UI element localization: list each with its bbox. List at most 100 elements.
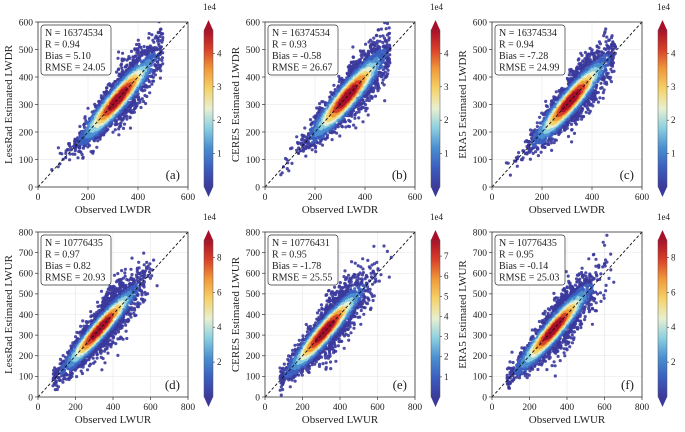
one-to-one-line	[264, 21, 416, 188]
colorbar-tick-label: 2	[217, 357, 222, 367]
panel-b: 0 200 400 600 0 100 200 300 400 500 600 Observed LW…	[230, 2, 449, 216]
x-tick-label: 200	[522, 403, 537, 413]
x-tick-label: 800	[181, 403, 196, 413]
panel-d: 0 200 400 600 800 0 100 200 300 400 500 600 700 800 Ob…	[3, 212, 222, 426]
colorbar-tick-label: 8	[671, 252, 676, 262]
colorbar-tick-label: 2	[671, 115, 676, 125]
colorbar-tick-label: 2	[217, 115, 222, 125]
x-axis-label: Observed LWUR	[75, 414, 152, 426]
x-tick-label: 600	[597, 403, 612, 413]
x-tick-label: 600	[635, 193, 650, 203]
one-to-one-line	[491, 231, 643, 398]
colorbar-tick-label: 1	[217, 149, 222, 159]
y-axis-label: CERES Estimated LWUR	[230, 256, 242, 372]
colorbar-tick-label: 3	[671, 82, 676, 92]
stat-r: R = 0.97	[45, 250, 80, 261]
x-tick-label: 400	[560, 403, 575, 413]
stat-rmse: RMSE = 20.93	[45, 273, 105, 284]
x-tick-label: 0	[36, 403, 41, 413]
y-tick-label: 600	[246, 270, 261, 280]
y-tick-label: 400	[19, 311, 34, 321]
y-tick-label: 300	[473, 101, 488, 111]
panel-label: (a)	[166, 167, 180, 182]
colorbar-tick-label: 4	[444, 48, 449, 58]
y-tick-label: 100	[473, 156, 488, 166]
x-tick-label: 800	[408, 403, 423, 413]
stat-rmse: RMSE = 24.05	[45, 63, 105, 74]
y-tick-label: 100	[19, 156, 34, 166]
colorbar-tick-label: 1	[444, 372, 449, 382]
panel-c: 0 200 400 600 0 100 200 300 400 500 600 Observed LW…	[457, 2, 676, 216]
y-tick-label: 500	[473, 290, 488, 300]
panel-label: (f)	[621, 377, 634, 392]
x-tick-label: 0	[263, 193, 268, 203]
y-tick-label: 0	[255, 183, 260, 193]
y-tick-label: 200	[19, 352, 34, 362]
x-tick-label: 400	[131, 193, 146, 203]
colorbar-tick-label: 6	[444, 271, 449, 281]
x-tick-label: 200	[535, 193, 550, 203]
x-tick-label: 200	[295, 403, 310, 413]
y-tick-label: 200	[473, 352, 488, 362]
panel-e: 0 200 400 600 800 0 100 200 300 400 500 600 700 800 Ob…	[230, 212, 449, 426]
stat-bias: Bias = -7.28	[499, 51, 548, 62]
colorbar-tick-label: 2	[671, 357, 676, 367]
y-tick-label: 600	[19, 270, 34, 280]
colorbar-tick-label: 2	[444, 352, 449, 362]
stat-bias: Bias = -0.58	[272, 51, 321, 62]
colorbar: 2 4 6 8 1e4	[657, 212, 676, 407]
colorbar-tick-label: 4	[671, 48, 676, 58]
stat-rmse: RMSE = 24.99	[499, 63, 559, 74]
stat-bias: Bias = -0.14	[499, 261, 548, 272]
density-scatter	[279, 22, 392, 177]
x-tick-label: 800	[635, 403, 650, 413]
density-scatter	[278, 244, 393, 397]
y-tick-label: 100	[246, 156, 261, 166]
y-tick-label: 300	[19, 101, 34, 111]
x-tick-label: 0	[36, 193, 41, 203]
stat-bias: Bias = -1.78	[272, 261, 321, 272]
y-tick-label: 600	[246, 18, 261, 28]
y-tick-label: 300	[246, 331, 261, 341]
colorbar-exponent: 1e4	[203, 212, 216, 222]
colorbar-exponent: 1e4	[657, 2, 670, 12]
y-tick-label: 200	[246, 352, 261, 362]
colorbar: 1 2 3 4 5 6 7 1e4	[430, 212, 449, 407]
y-tick-label: 0	[28, 393, 33, 403]
x-tick-label: 0	[490, 193, 495, 203]
y-tick-label: 600	[473, 18, 488, 28]
y-tick-label: 700	[246, 249, 261, 259]
colorbar-exponent: 1e4	[430, 212, 443, 222]
y-tick-label: 300	[19, 331, 34, 341]
x-tick-label: 400	[358, 193, 373, 203]
x-axis-label: Observed LWUR	[529, 414, 606, 426]
y-tick-label: 400	[473, 73, 488, 83]
y-tick-label: 100	[473, 373, 488, 383]
y-tick-label: 600	[19, 18, 34, 28]
x-tick-label: 0	[490, 403, 495, 413]
one-to-one-line	[264, 231, 416, 398]
x-tick-label: 400	[106, 403, 121, 413]
y-tick-label: 300	[246, 101, 261, 111]
y-tick-label: 500	[19, 46, 34, 56]
x-tick-label: 200	[308, 193, 323, 203]
stat-rmse: RMSE = 25.03	[499, 273, 559, 284]
density-scatter	[51, 251, 159, 392]
y-axis-label: ERA5 Estimated LWDR	[457, 50, 469, 159]
colorbar-tick-label: 4	[671, 322, 676, 332]
y-tick-label: 500	[246, 46, 261, 56]
x-tick-label: 0	[263, 403, 268, 413]
y-tick-label: 600	[473, 270, 488, 280]
stat-r: R = 0.95	[272, 250, 307, 261]
colorbar-tick-label: 3	[444, 332, 449, 342]
colorbar-exponent: 1e4	[430, 2, 443, 12]
stat-r: R = 0.94	[499, 40, 534, 51]
colorbar-tick-label: 7	[444, 251, 449, 261]
y-tick-label: 500	[473, 46, 488, 56]
x-tick-label: 600	[143, 403, 158, 413]
